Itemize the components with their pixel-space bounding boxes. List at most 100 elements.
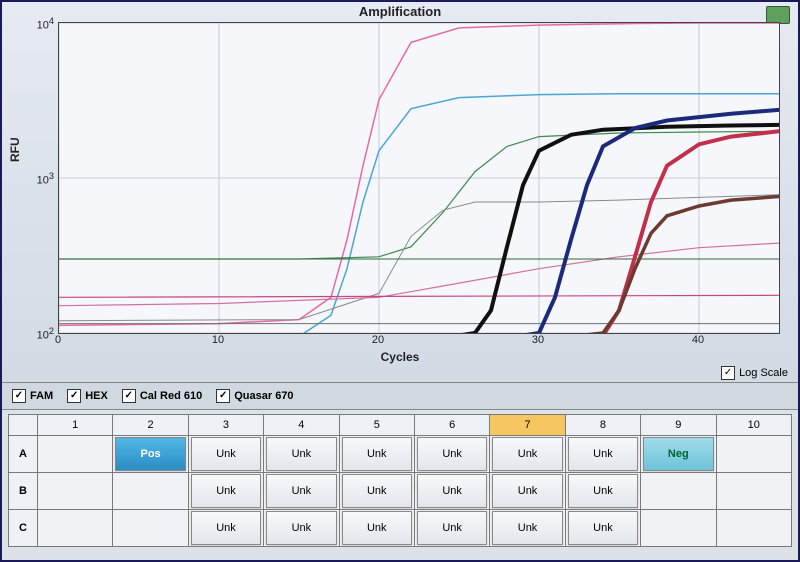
well-label: Neg — [643, 437, 713, 471]
well-label: Unk — [492, 511, 562, 545]
well-A1-empty[interactable] — [38, 436, 113, 473]
well-C4[interactable]: Unk — [264, 510, 339, 547]
well-plate-panel: 12345678910APosUnkUnkUnkUnkUnkUnkNegBUnk… — [2, 410, 798, 560]
well-C3[interactable]: Unk — [188, 510, 263, 547]
column-header-10[interactable]: 10 — [716, 415, 791, 436]
well-C1-empty[interactable] — [38, 510, 113, 547]
well-B3[interactable]: Unk — [188, 473, 263, 510]
well-C7[interactable]: Unk — [490, 510, 565, 547]
x-tick-label: 0 — [55, 334, 61, 346]
well-A10-empty[interactable] — [716, 436, 791, 473]
channel-quasar-670[interactable]: ✓ Quasar 670 — [216, 389, 293, 403]
well-B5[interactable]: Unk — [339, 473, 414, 510]
chart-title: Amplification — [2, 4, 798, 19]
channel-cal-red-610[interactable]: ✓ Cal Red 610 — [122, 389, 202, 403]
column-header-6[interactable]: 6 — [414, 415, 489, 436]
well-label: Unk — [492, 474, 562, 508]
row-header-C[interactable]: C — [9, 510, 38, 547]
well-B4[interactable]: Unk — [264, 473, 339, 510]
well-label: Unk — [492, 437, 562, 471]
well-label: Unk — [417, 437, 487, 471]
channel-hex[interactable]: ✓ HEX — [67, 389, 108, 403]
well-B2-empty[interactable] — [113, 473, 188, 510]
well-label: Pos — [115, 437, 185, 471]
y-tick-label: 102 — [26, 326, 54, 342]
channel-label: Cal Red 610 — [140, 390, 202, 402]
well-B6[interactable]: Unk — [414, 473, 489, 510]
well-A2[interactable]: Pos — [113, 436, 188, 473]
well-B8[interactable]: Unk — [565, 473, 640, 510]
well-A5[interactable]: Unk — [339, 436, 414, 473]
well-label: Unk — [342, 511, 412, 545]
x-tick-label: 20 — [372, 334, 384, 346]
well-A7[interactable]: Unk — [490, 436, 565, 473]
well-label: Unk — [342, 474, 412, 508]
channel-checkbox[interactable]: ✓ — [122, 389, 136, 403]
channel-checkbox[interactable]: ✓ — [12, 389, 26, 403]
y-axis-label: RFU — [8, 137, 22, 162]
well-A6[interactable]: Unk — [414, 436, 489, 473]
row-header-A[interactable]: A — [9, 436, 38, 473]
amplification-chart-panel: Amplification RFU 102 103 104 0 10 20 30 40 Cy… — [2, 2, 798, 383]
well-A3[interactable]: Unk — [188, 436, 263, 473]
y-tick-label: 103 — [26, 171, 54, 187]
curve-thick-red-3 — [59, 131, 779, 333]
channel-label: FAM — [30, 390, 53, 402]
curve-thick-navy-2 — [59, 110, 779, 333]
log-scale-checkbox[interactable]: ✓ — [721, 366, 735, 380]
y-tick-label: 104 — [26, 16, 54, 32]
well-C9-empty[interactable] — [641, 510, 716, 547]
well-A8[interactable]: Unk — [565, 436, 640, 473]
column-header-8[interactable]: 8 — [565, 415, 640, 436]
log-scale-label: Log Scale — [739, 367, 788, 379]
well-B10-empty[interactable] — [716, 473, 791, 510]
plate-corner[interactable] — [9, 415, 38, 436]
column-header-4[interactable]: 4 — [264, 415, 339, 436]
column-header-1[interactable]: 1 — [38, 415, 113, 436]
channel-fam[interactable]: ✓ FAM — [12, 389, 53, 403]
curve-thick-black-1 — [59, 125, 779, 333]
x-tick-label: 30 — [532, 334, 544, 346]
well-C8[interactable]: Unk — [565, 510, 640, 547]
column-header-7[interactable]: 7 — [490, 415, 565, 436]
well-B7[interactable]: Unk — [490, 473, 565, 510]
x-tick-label: 40 — [692, 334, 704, 346]
well-B9-empty[interactable] — [641, 473, 716, 510]
well-label: Unk — [568, 511, 638, 545]
well-C2-empty[interactable] — [113, 510, 188, 547]
plot-area[interactable] — [58, 22, 780, 334]
column-header-5[interactable]: 5 — [339, 415, 414, 436]
well-label: Unk — [191, 437, 261, 471]
well-A4[interactable]: Unk — [264, 436, 339, 473]
well-label: Unk — [266, 474, 336, 508]
well-plate-table: 12345678910APosUnkUnkUnkUnkUnkUnkNegBUnk… — [8, 414, 792, 547]
well-label: Unk — [266, 511, 336, 545]
curve-pink-saturating — [59, 23, 779, 325]
channel-checkbox[interactable]: ✓ — [67, 389, 81, 403]
column-header-9[interactable]: 9 — [641, 415, 716, 436]
well-label: Unk — [191, 511, 261, 545]
column-header-3[interactable]: 3 — [188, 415, 263, 436]
x-tick-label: 10 — [212, 334, 224, 346]
well-C10-empty[interactable] — [716, 510, 791, 547]
well-label: Unk — [417, 511, 487, 545]
channel-checkbox[interactable]: ✓ — [216, 389, 230, 403]
fluorophore-channel-bar: ✓ FAM ✓ HEX ✓ Cal Red 610 ✓ Quasar 670 — [2, 383, 798, 410]
row-header-B[interactable]: B — [9, 473, 38, 510]
well-C6[interactable]: Unk — [414, 510, 489, 547]
x-axis-label: Cycles — [2, 350, 798, 364]
curve-thick-brown-4 — [59, 197, 779, 334]
curve-green-mid — [59, 131, 779, 259]
well-label: Unk — [342, 437, 412, 471]
channel-label: HEX — [85, 390, 108, 402]
well-label: Unk — [568, 437, 638, 471]
column-header-2[interactable]: 2 — [113, 415, 188, 436]
channel-label: Quasar 670 — [234, 390, 293, 402]
curve-magenta-flat — [59, 295, 779, 297]
well-label: Unk — [417, 474, 487, 508]
well-A9[interactable]: Neg — [641, 436, 716, 473]
well-B1-empty[interactable] — [38, 473, 113, 510]
well-label: Unk — [266, 437, 336, 471]
well-C5[interactable]: Unk — [339, 510, 414, 547]
well-label: Unk — [191, 474, 261, 508]
